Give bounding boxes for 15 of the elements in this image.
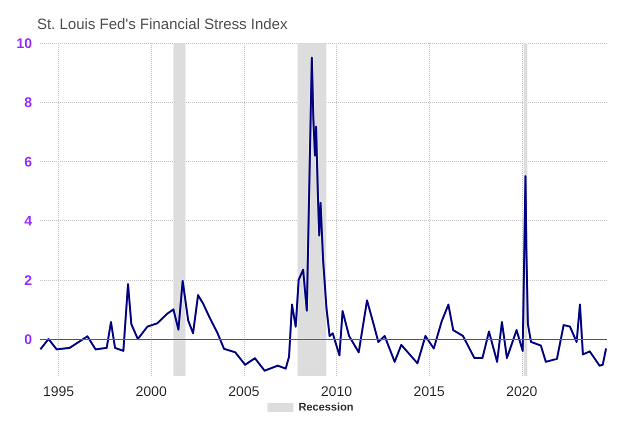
y-tick-label: 0 bbox=[24, 331, 32, 347]
y-tick-label: 10 bbox=[16, 35, 32, 51]
chart-subtitle: St. Louis Fed's Financial Stress Index bbox=[37, 16, 288, 33]
legend-label: Recession bbox=[298, 402, 354, 414]
x-tick-label: 2010 bbox=[320, 383, 352, 399]
line-series bbox=[39, 56, 608, 372]
y-tick-label: 8 bbox=[24, 94, 32, 110]
x-tick-label: 2000 bbox=[136, 383, 167, 399]
x-tick-label: 2005 bbox=[228, 383, 260, 399]
x-tick-label: 2020 bbox=[506, 383, 538, 399]
y-tick-label: 6 bbox=[24, 153, 32, 170]
y-tick-label: 4 bbox=[24, 212, 32, 229]
x-tick-label: 1995 bbox=[42, 383, 74, 399]
x-tick-label: 2015 bbox=[414, 383, 445, 399]
y-tick-label: 2 bbox=[24, 272, 32, 288]
